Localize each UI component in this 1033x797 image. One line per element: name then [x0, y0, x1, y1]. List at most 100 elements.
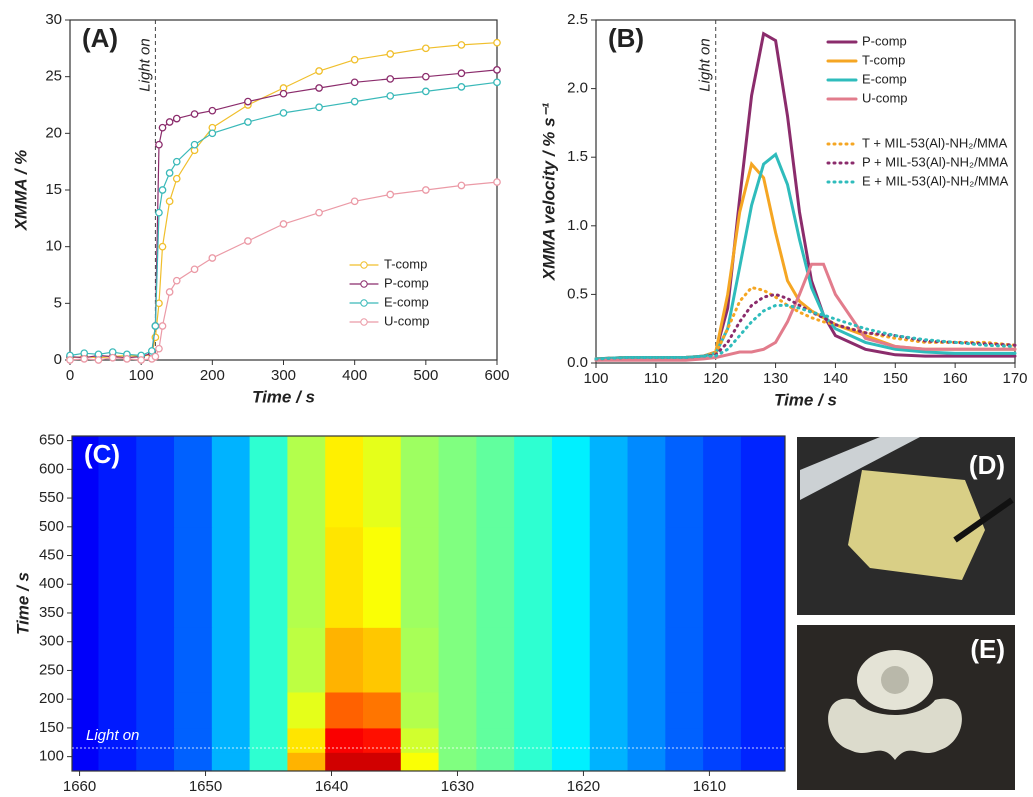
heat-cell — [514, 691, 553, 729]
legend-label: E-comp — [862, 71, 907, 86]
data-point — [108, 353, 117, 362]
heat-cell — [476, 752, 515, 772]
heat-cell — [703, 752, 742, 772]
heat-cell — [589, 752, 629, 772]
heat-cell — [665, 691, 704, 729]
x-tick-label: 200 — [200, 367, 225, 384]
heat-cell — [174, 727, 213, 753]
data-point — [137, 356, 146, 364]
heat-cell — [551, 436, 591, 528]
heat-cell — [627, 627, 666, 693]
data-point — [208, 106, 217, 115]
legend-label: T-comp — [384, 256, 427, 271]
data-point — [421, 72, 430, 81]
heat-cell — [740, 752, 786, 772]
data-point — [158, 123, 167, 132]
photo-e: (E) — [797, 625, 1015, 790]
heat-cell — [249, 526, 288, 628]
legend-marker — [360, 299, 368, 307]
heat-cell — [362, 752, 402, 772]
heat-cell — [514, 526, 553, 628]
y-tick-label: 30 — [45, 11, 62, 28]
series-line — [594, 152, 1017, 361]
heat-cell — [476, 436, 515, 528]
heat-cell — [551, 691, 591, 729]
data-point — [151, 352, 160, 361]
panel: 100 110 120 130 140 150 160 170 0.0 0.5 1.0 1.5 2.0 2… — [539, 11, 1027, 410]
heat-cell — [325, 436, 364, 528]
heat-cell — [174, 752, 213, 772]
heat-cell — [627, 752, 666, 772]
heat-cell — [438, 691, 477, 729]
heat-cell — [98, 727, 137, 753]
heat-cell — [740, 627, 786, 693]
data-point — [457, 181, 466, 190]
legend-label: P + MIL-53(Al)-NH₂/MMA — [862, 154, 1008, 169]
heat-cell — [665, 752, 704, 772]
series-line — [69, 81, 498, 357]
y-tick-label: 20 — [45, 124, 62, 141]
y-axis-title: XMMA / % — [11, 150, 30, 232]
y-tick-label: 150 — [39, 719, 64, 736]
x-axis-title: Time / s — [774, 390, 837, 409]
data-point — [386, 50, 395, 58]
series-line — [594, 285, 1017, 361]
data-point — [155, 208, 163, 217]
data-point — [457, 83, 466, 91]
data-point — [350, 197, 359, 206]
x-tick-label: 160 — [943, 370, 968, 387]
x-tick-label: 500 — [413, 367, 438, 384]
y-tick-label: 2.0 — [567, 80, 588, 97]
y-tick-label: 0.0 — [567, 354, 588, 371]
data-point — [386, 92, 395, 100]
data-point — [493, 66, 501, 74]
heat-cell — [72, 436, 99, 528]
heat-cell — [211, 526, 251, 628]
heat-cell — [249, 727, 288, 753]
heat-cell — [400, 627, 440, 693]
data-point — [350, 97, 359, 106]
legend-label: U-comp — [384, 313, 430, 328]
y-axis-title: XMMA velocity / % s⁻¹ — [539, 102, 558, 281]
heat-cell — [703, 627, 742, 693]
data-point — [315, 67, 323, 75]
heat-cell — [362, 627, 402, 693]
heat-cell — [438, 727, 477, 753]
data-point — [421, 44, 430, 53]
heat-cell — [400, 727, 440, 753]
heat-cell — [211, 752, 251, 772]
heat-cell — [249, 627, 288, 693]
data-point — [165, 118, 174, 126]
panel-label: (E) — [970, 634, 1005, 664]
data-point — [190, 265, 199, 274]
heat-cell — [98, 627, 137, 693]
heat-cell — [551, 752, 591, 772]
y-tick-label: 300 — [39, 633, 64, 650]
heat-cell — [287, 436, 326, 528]
heat-cell — [703, 526, 742, 628]
legend-marker — [360, 261, 368, 269]
x-tick-label: 170 — [1002, 370, 1027, 387]
heat-cell — [174, 627, 213, 693]
y-tick-label: 5 — [54, 294, 62, 311]
heat-cell — [589, 691, 629, 729]
heat-cell — [362, 436, 402, 528]
heat-cell — [249, 691, 288, 729]
y-tick-label: 600 — [39, 460, 64, 477]
data-point — [172, 114, 181, 123]
x-tick-label: 100 — [583, 370, 608, 387]
y-tick-label: 100 — [39, 748, 64, 765]
heat-cell — [287, 526, 326, 628]
annotation-text: Light on — [136, 38, 153, 91]
y-tick-label: 25 — [45, 68, 62, 85]
y-tick-label: 1.0 — [567, 217, 588, 234]
x-tick-label: 1620 — [567, 778, 600, 795]
heat-cell — [476, 691, 515, 729]
heat-cell — [211, 436, 251, 528]
data-point — [155, 344, 163, 353]
heat-cell — [72, 526, 99, 628]
heat-cell — [249, 436, 288, 528]
data-point — [457, 41, 466, 49]
data-point — [386, 75, 395, 83]
